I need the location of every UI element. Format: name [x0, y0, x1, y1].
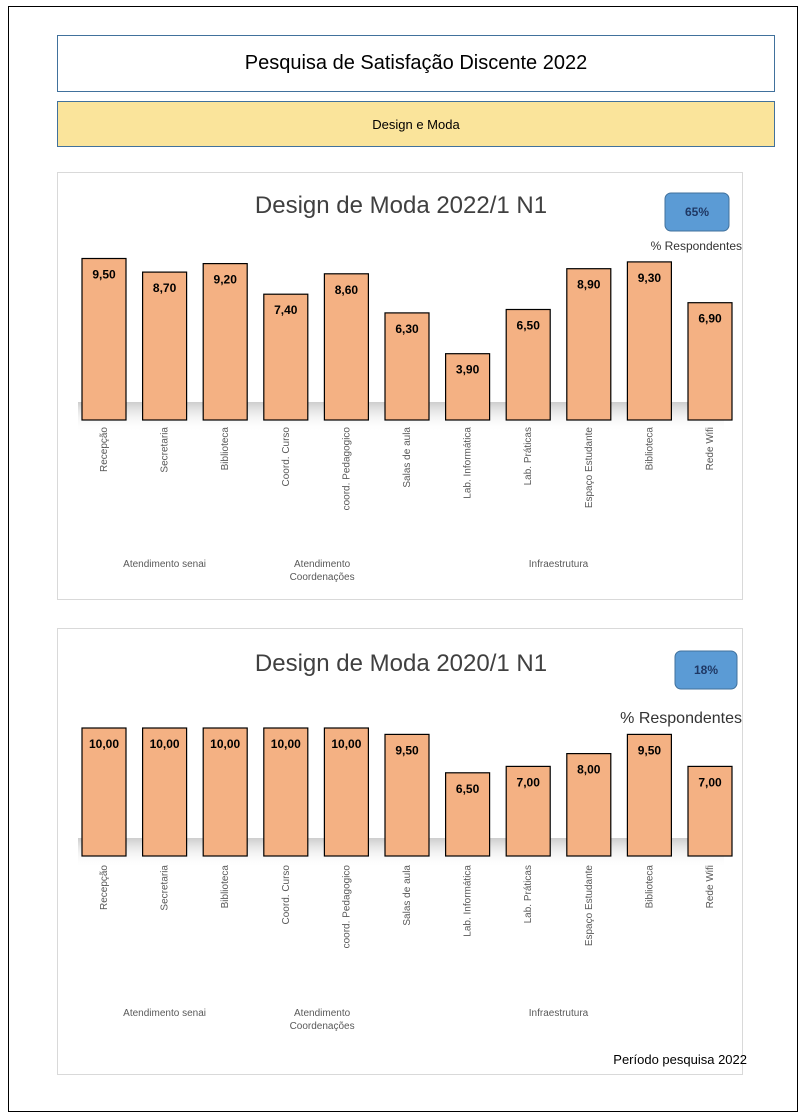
chart1-category-label-1: Secretaria [160, 865, 171, 911]
chart0-value-label-9: 9,30 [638, 271, 662, 285]
page-title-text: Pesquisa de Satisfação Discente 2022 [244, 52, 588, 74]
chart0-respondents-badge [664, 192, 730, 232]
chart1-category-label-0: Recepção [99, 865, 110, 910]
chart1-category-label-7: Lab. Práticas [523, 865, 534, 923]
chart1-respondents-badge [674, 650, 738, 690]
chart1-category-label-5: Salas de aula [402, 865, 413, 926]
chart0-category-label-3: Coord. Curso [281, 427, 292, 487]
chart0-category-label-4: coord. Pedagogico [341, 427, 352, 511]
chart-2022-svg: Design de Moda 2022/1 N1 65% % Respondente… [78, 192, 742, 583]
chart1-group-label-0: Atendimento senai [123, 1008, 206, 1019]
course-banner: Design e Moda [57, 101, 775, 147]
chart0-category-label-7: Lab. Práticas [523, 427, 534, 485]
chart1-bar-5 [384, 733, 430, 857]
chart0-bar-10 [687, 302, 733, 421]
chart0-value-label-2: 9,20 [214, 273, 238, 287]
chart0-bar-8 [566, 268, 612, 421]
chart0-bar-2 [202, 262, 248, 421]
chart0-value-label-8: 8,90 [577, 278, 601, 292]
chart0-bar-5 [384, 312, 430, 421]
chart0-category-label-2: Biblioteca [220, 427, 231, 471]
chart0-value-label-7: 6,50 [517, 319, 541, 333]
chart1-category-label-3: Coord. Curso [281, 865, 292, 925]
chart0-value-label-3: 7,40 [274, 303, 298, 317]
chart1-value-label-4: 10,00 [331, 737, 361, 751]
chart1-bar-0 [81, 727, 127, 857]
chart0-title: Design de Moda 2022/1 N1 [255, 192, 547, 219]
chart1-value-label-7: 7,00 [517, 775, 541, 789]
footer-period: Período pesquisa 2022 [613, 1052, 747, 1067]
chart0-value-label-1: 8,70 [153, 281, 177, 295]
chart1-value-label-9: 9,50 [638, 743, 662, 757]
chart1-value-label-3: 10,00 [271, 737, 301, 751]
chart0-value-label-0: 9,50 [92, 268, 116, 282]
chart0-value-label-4: 8,60 [335, 283, 359, 297]
chart1-value-label-6: 6,50 [456, 782, 480, 796]
chart1-bar-1 [141, 727, 188, 857]
chart0-bar-9 [626, 261, 673, 421]
chart-2020-svg: Design de Moda 2020/1 N1 18% % Respondente… [78, 650, 742, 1032]
chart1-category-label-6: Lab. Informática [463, 865, 474, 937]
chart1-value-label-10: 7,00 [698, 775, 722, 789]
chart1-category-label-4: coord. Pedagogico [341, 865, 352, 949]
chart1-respondents-pct: 18% [694, 663, 718, 677]
chart0-respondents-pct: 65% [685, 205, 709, 219]
chart1-value-label-5: 9,50 [395, 743, 419, 757]
chart0-group-label-0: Atendimento senai [123, 559, 206, 570]
chart1-group-label-1: Atendimento Coordenações [290, 1008, 355, 1032]
chart0-bar-3 [263, 293, 309, 421]
chart1-bar-10 [687, 765, 733, 857]
chart0-group-label-2: Infraestrutura [529, 559, 589, 570]
chart1-bar-2 [202, 727, 248, 857]
chart0-bar-6 [445, 353, 491, 421]
chart1-respondents-label: % Respondentes [620, 710, 742, 727]
chart0-value-label-10: 6,90 [698, 312, 722, 326]
chart1-bar-7 [505, 765, 551, 857]
chart0-category-label-1: Secretaria [160, 427, 171, 473]
chart0-category-label-6: Lab. Informática [463, 427, 474, 499]
chart1-category-label-2: Biblioteca [220, 865, 231, 909]
page-title: Pesquisa de Satisfação Discente 2022 [57, 35, 775, 92]
chart0-category-label-9: Biblioteca [644, 427, 655, 471]
chart1-bar-9 [626, 733, 673, 857]
chart1-category-label-9: Biblioteca [644, 865, 655, 909]
chart0-value-label-5: 6,30 [395, 322, 419, 336]
chart1-value-label-0: 10,00 [89, 737, 119, 751]
chart1-group-label-2: Infraestrutura [529, 1008, 589, 1019]
chart1-category-label-10: Rede Wifi [705, 865, 716, 908]
chart0-value-label-6: 3,90 [456, 363, 480, 377]
chart-2020: Design de Moda 2020/1 N1 18% % Respondente… [57, 628, 743, 1075]
chart1-value-label-8: 8,00 [577, 763, 601, 777]
chart1-title: Design de Moda 2020/1 N1 [255, 650, 547, 677]
chart1-value-label-1: 10,00 [150, 737, 180, 751]
chart0-category-label-8: Espaço Estudante [584, 427, 595, 509]
chart0-category-label-0: Recepção [99, 427, 110, 472]
chart0-bar-1 [141, 271, 188, 421]
chart0-respondents-label: % Respondentes [651, 239, 742, 253]
chart1-bar-8 [566, 752, 612, 857]
chart-2022: Design de Moda 2022/1 N1 65% % Respondente… [57, 172, 743, 600]
chart0-category-label-10: Rede Wifi [705, 427, 716, 470]
chart1-category-label-8: Espaço Estudante [584, 865, 595, 947]
chart0-bar-0 [81, 257, 127, 421]
chart1-bar-3 [263, 727, 309, 857]
chart1-bar-6 [445, 772, 491, 857]
chart1-bar-4 [323, 727, 369, 857]
chart0-bar-7 [505, 308, 551, 421]
course-banner-text: Design e Moda [372, 116, 460, 132]
chart1-value-label-2: 10,00 [210, 737, 240, 751]
chart0-group-label-1: Atendimento Coordenações [290, 559, 355, 583]
chart0-category-label-5: Salas de aula [402, 427, 413, 488]
chart0-bar-4 [323, 273, 369, 421]
